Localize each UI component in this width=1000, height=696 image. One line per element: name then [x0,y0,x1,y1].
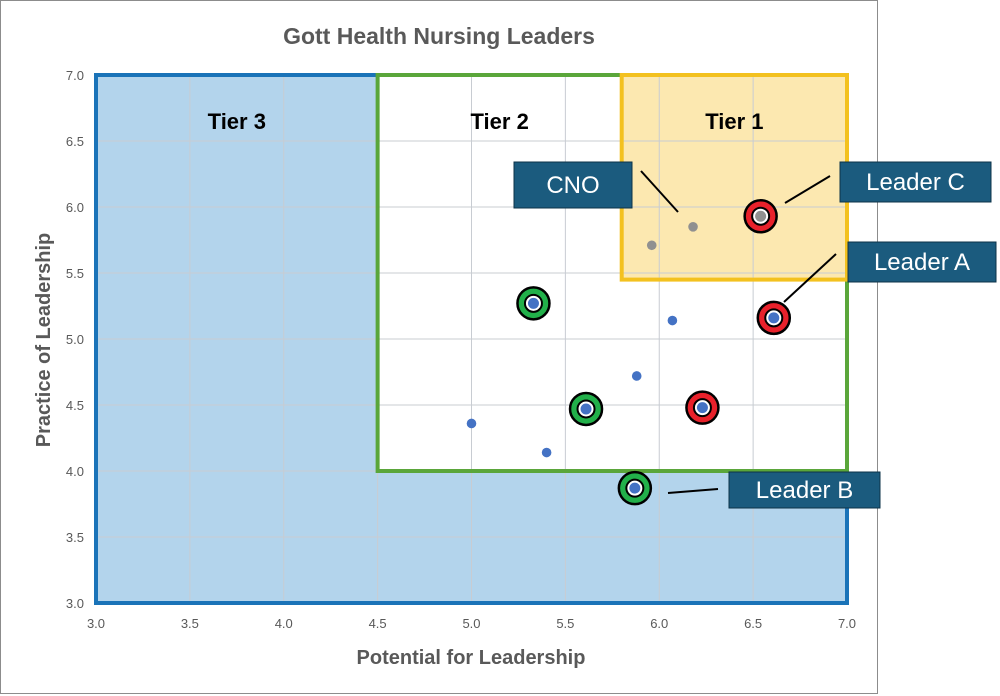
x-tick-label: 4.5 [369,616,387,631]
data-points [466,198,792,506]
y-tick-label: 6.0 [66,200,84,215]
data-point [755,210,767,222]
tier-label-1: Tier 3 [208,109,266,134]
data-point [696,402,708,414]
callout-leader-line [667,488,719,494]
data-point [631,371,642,381]
data-point [580,403,592,415]
y-tick-label: 5.0 [66,332,84,347]
y-tick-label: 6.5 [66,134,84,149]
data-point [629,482,641,494]
y-tick-label: 7.0 [66,68,84,83]
x-tick-label: 5.5 [556,616,574,631]
y-tick-labels: 3.0 3.5 4.0 4.5 5.0 5.5 6.0 6.5 7.0 [66,68,84,611]
y-axis-label: Practice of Leadership [33,233,55,448]
callouts: CNO Leader C Leader A Leader B [513,161,997,509]
y-tick-label: 4.0 [66,464,84,479]
x-tick-label: 6.5 [744,616,762,631]
tier-region-3 [621,75,847,280]
callout-box [847,241,997,283]
x-tick-label: 6.0 [650,616,668,631]
callout-box [728,471,881,509]
data-point [646,240,657,251]
y-tick-label: 5.5 [66,266,84,281]
y-tick-label: 3.5 [66,530,84,545]
data-point [541,447,552,458]
x-tick-labels: 3.0 3.5 4.0 4.5 5.0 5.5 6.0 6.5 7.0 [87,616,856,631]
tier-labels: Tier 3 Tier 2 Tier 1 [208,109,764,134]
callout-label: Leader B [756,477,853,504]
data-point [466,418,477,429]
callout-box [839,161,992,203]
data-point [688,222,698,232]
x-axis-label: Potential for Leadership [357,647,586,669]
x-tick-label: 4.0 [275,616,293,631]
y-tick-label: 3.0 [66,596,84,611]
callout-leader-line [784,175,831,204]
callout-label: Leader A [874,249,970,276]
x-tick-label: 3.0 [87,616,105,631]
chart-title: Gott Health Nursing Leaders [283,23,595,49]
callout-box [513,161,633,209]
callout-leader-line [783,253,837,303]
callout-label: CNO [546,172,599,199]
y-tick-label: 4.5 [66,398,84,413]
x-tick-label: 3.5 [181,616,199,631]
data-point [667,315,678,326]
x-tick-label: 7.0 [838,616,856,631]
data-point [527,297,539,309]
data-point [768,312,780,324]
tier-label-3: Tier 1 [705,109,763,134]
callout-label: Leader C [866,169,965,196]
callout-leader-line [640,170,679,213]
tier-label-2: Tier 2 [471,109,529,134]
x-tick-label: 5.0 [462,616,480,631]
